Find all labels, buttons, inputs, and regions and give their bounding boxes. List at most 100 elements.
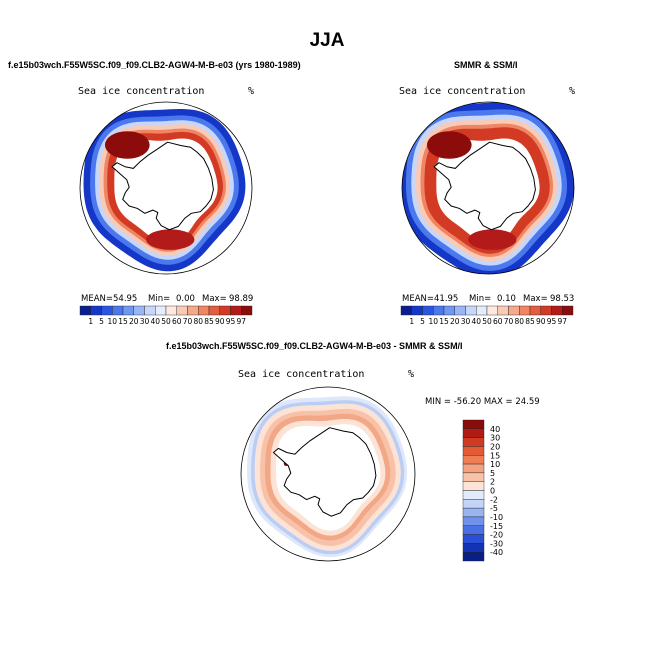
panel-diff-colorbar-tick-label: 10 (490, 460, 500, 469)
panel-obs-colorbar-tick-label: 20 (450, 317, 460, 326)
panel-obs-colorbar-cell (551, 305, 563, 316)
panel-diff-colorbar-cell (462, 463, 485, 474)
panel-model-colorbar-tick-label: 90 (215, 317, 225, 326)
panel-model-colorbar-tick-label: 60 (172, 317, 182, 326)
panel-obs-colorbar-cell (443, 305, 455, 316)
panel-model-map (79, 101, 253, 275)
panel-obs-colorbar-tick-label: 40 (471, 317, 481, 326)
panel-model-colorbar-cell (155, 305, 167, 316)
panel-model-weddell-core (104, 131, 150, 159)
panel-obs-title: SMMR & SSM/I (454, 60, 518, 70)
panel-diff-colorbar-tick-label: -15 (490, 522, 503, 531)
panel-model-mean: 54.95 (113, 294, 138, 304)
panel-model-units: % (248, 86, 255, 97)
panel-diff-colorbar-cell (462, 419, 485, 430)
panel-model-colorbar-cell (198, 305, 210, 316)
panel-model-colorbar-tick-label: 30 (140, 317, 150, 326)
panel-obs-max-label: Max= (523, 294, 548, 304)
panel-model-max-label: Max= (202, 294, 227, 304)
panel-model-colorbar-tick-label: 15 (118, 317, 128, 326)
panel-model-colorbar-cell (133, 305, 145, 316)
panel-obs-colorbar-cell (519, 305, 531, 316)
panel-obs-colorbar-cell (433, 305, 445, 316)
panel-obs-colorbar-cell (540, 305, 552, 316)
panel-model-colorbar-tick-label: 70 (183, 317, 193, 326)
panel-obs-colorbar-tick-label: 1 (409, 317, 414, 326)
panel-diff-minmax: MIN = -56.20 MAX = 24.59 (425, 397, 540, 407)
panel-obs-colorbar-cell (508, 305, 520, 316)
panel-obs-min-label: Min= (469, 294, 492, 304)
panel-model-colorbar-tick-label: 10 (107, 317, 117, 326)
panel-diff-colorbar-tick-label: -20 (490, 531, 503, 540)
panel-model-colorbar-tick-label: 40 (150, 317, 160, 326)
panel-model-colorbar-cell (176, 305, 188, 316)
panel-diff-map (240, 386, 416, 562)
panel-model-map-frame (79, 101, 253, 275)
panel-diff-colorbar-tick-label: 20 (490, 442, 500, 451)
panel-obs-colorbar-cell (454, 305, 466, 316)
panel-diff-variable: Sea ice concentration (238, 369, 365, 380)
panel-obs-colorbar-cell (529, 305, 541, 316)
panel-diff-colorbar-cell (462, 490, 485, 500)
panel-model-colorbar-tick-label: 85 (204, 317, 214, 326)
panel-model-min: 0.00 (176, 294, 195, 304)
panel-model-colorbar-tick-label: 1 (88, 317, 93, 326)
panel-model-colorbar-tick-label: 95 (226, 317, 236, 326)
panel-diff-colorbar-cell (462, 446, 485, 456)
figure-title: JJA (309, 30, 345, 51)
panel-obs-units: % (569, 86, 576, 97)
panel-diff-colorbar-cell (462, 428, 485, 438)
panel-model-colorbar-cell (122, 305, 134, 316)
panel-model-colorbar-tick-label: 20 (129, 317, 139, 326)
panel-model-colorbar-tick-label: 97 (236, 317, 246, 326)
panel-model-min-label: Min= (148, 294, 171, 304)
panel-obs-colorbar-tick-label: 30 (461, 317, 471, 326)
panel-obs-colorbar-tick-label: 15 (439, 317, 449, 326)
panel-model-colorbar-cell (230, 305, 242, 316)
panel-obs-mean-label: MEAN= (402, 294, 434, 304)
panel-diff-colorbar-cell (462, 551, 485, 562)
panel-obs-colorbar-cell (476, 305, 488, 316)
panel-model-colorbar-cell (144, 305, 156, 316)
panel-diff-colorbar-cell (462, 499, 485, 509)
panel-diff-colorbar-tick-label: -2 (490, 495, 498, 504)
panel-diff-colorbar-cell (462, 455, 485, 465)
panel-diff-colorbar-tick-label: 40 (490, 425, 500, 434)
panel-obs-mean: 41.95 (434, 294, 459, 304)
panel-obs-colorbar-cell (422, 305, 434, 316)
panel-obs-map-frame (401, 101, 575, 275)
panel-obs-colorbar-tick-label: 60 (493, 317, 503, 326)
panel-model-colorbar-tick-label: 5 (99, 317, 104, 326)
panel-diff-colorbar-tick-label: -40 (490, 548, 503, 557)
panel-obs-colorbar-cell (400, 305, 412, 316)
panel-model-colorbar-cell (187, 305, 199, 316)
panel-obs-colorbar-tick-label: 70 (504, 317, 514, 326)
panel-obs-map (401, 101, 575, 275)
panel-obs-variable: Sea ice concentration (399, 86, 526, 97)
panel-diff-units: % (408, 369, 415, 380)
panel-model-colorbar-cell (219, 305, 231, 316)
panel-obs-colorbar-tick-label: 50 (482, 317, 492, 326)
panel-diff-colorbar-cell (462, 543, 485, 553)
panel-diff-colorbar-cell (462, 437, 485, 447)
panel-obs-colorbar: 1 5 10 15 20 30 40 50 60 70 80 85 90 95 97 (400, 305, 574, 326)
panel-diff-colorbar-tick-label: -10 (490, 513, 503, 522)
panel-diff-colorbar-tick-label: 2 (490, 478, 495, 487)
panel-diff-colorbar-cell (462, 534, 485, 544)
panel-model-colorbar-cell (112, 305, 124, 316)
panel-diff-colorbar-cell (462, 481, 485, 491)
panel-obs-weddell-core (426, 131, 472, 159)
panel-model-ross-core (146, 229, 195, 250)
panel-diff-colorbar-tick-label: 0 (490, 487, 495, 496)
panel-model-colorbar-tick-label: 80 (193, 317, 203, 326)
panel-model-colorbar: 1 5 10 15 20 30 40 50 60 70 80 85 90 95 97 (79, 305, 253, 326)
panel-obs-colorbar-cell (411, 305, 423, 316)
panel-model-colorbar-cell (165, 305, 177, 316)
panel-obs-colorbar-tick-label: 90 (536, 317, 546, 326)
panel-model-colorbar-cell (241, 305, 253, 316)
panel-model-colorbar-tick-label: 50 (161, 317, 171, 326)
panel-obs-colorbar-cell (497, 305, 509, 316)
panel-diff-antarctica-outline (272, 427, 377, 517)
